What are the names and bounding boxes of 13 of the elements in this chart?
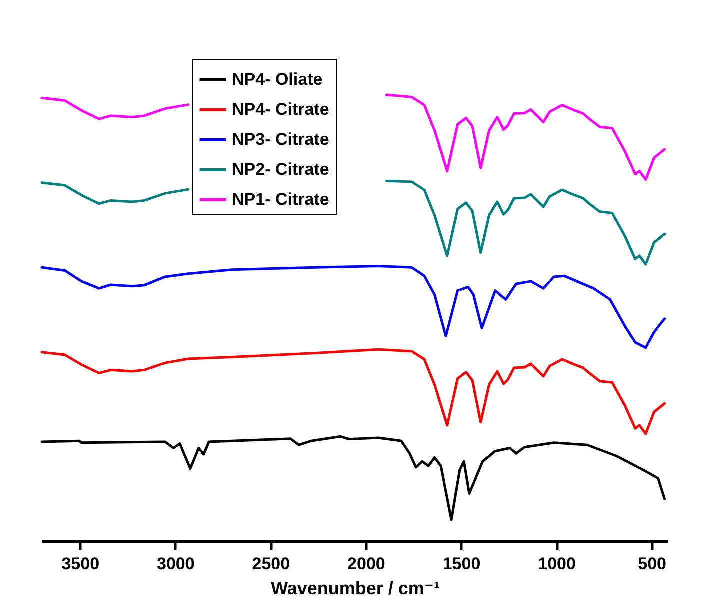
legend-label: NP2- Citrate: [232, 160, 330, 179]
x-tick-label: 1000: [538, 554, 576, 574]
x-tick-label: 2000: [348, 554, 386, 574]
x-tick-label: 500: [638, 554, 666, 574]
legend-label: NP3- Citrate: [232, 130, 330, 149]
x-axis-title: Wavenumber / cm⁻¹: [271, 578, 440, 598]
x-tick-label: 3500: [62, 554, 100, 574]
legend-label: NP1- Citrate: [232, 190, 330, 209]
x-tick-label: 1500: [442, 554, 481, 574]
x-tick-label: 3000: [156, 554, 195, 574]
legend-label: NP4- Oliate: [232, 70, 323, 89]
x-tick-label: 2500: [252, 554, 290, 574]
legend-label: NP4- Citrate: [232, 100, 330, 119]
